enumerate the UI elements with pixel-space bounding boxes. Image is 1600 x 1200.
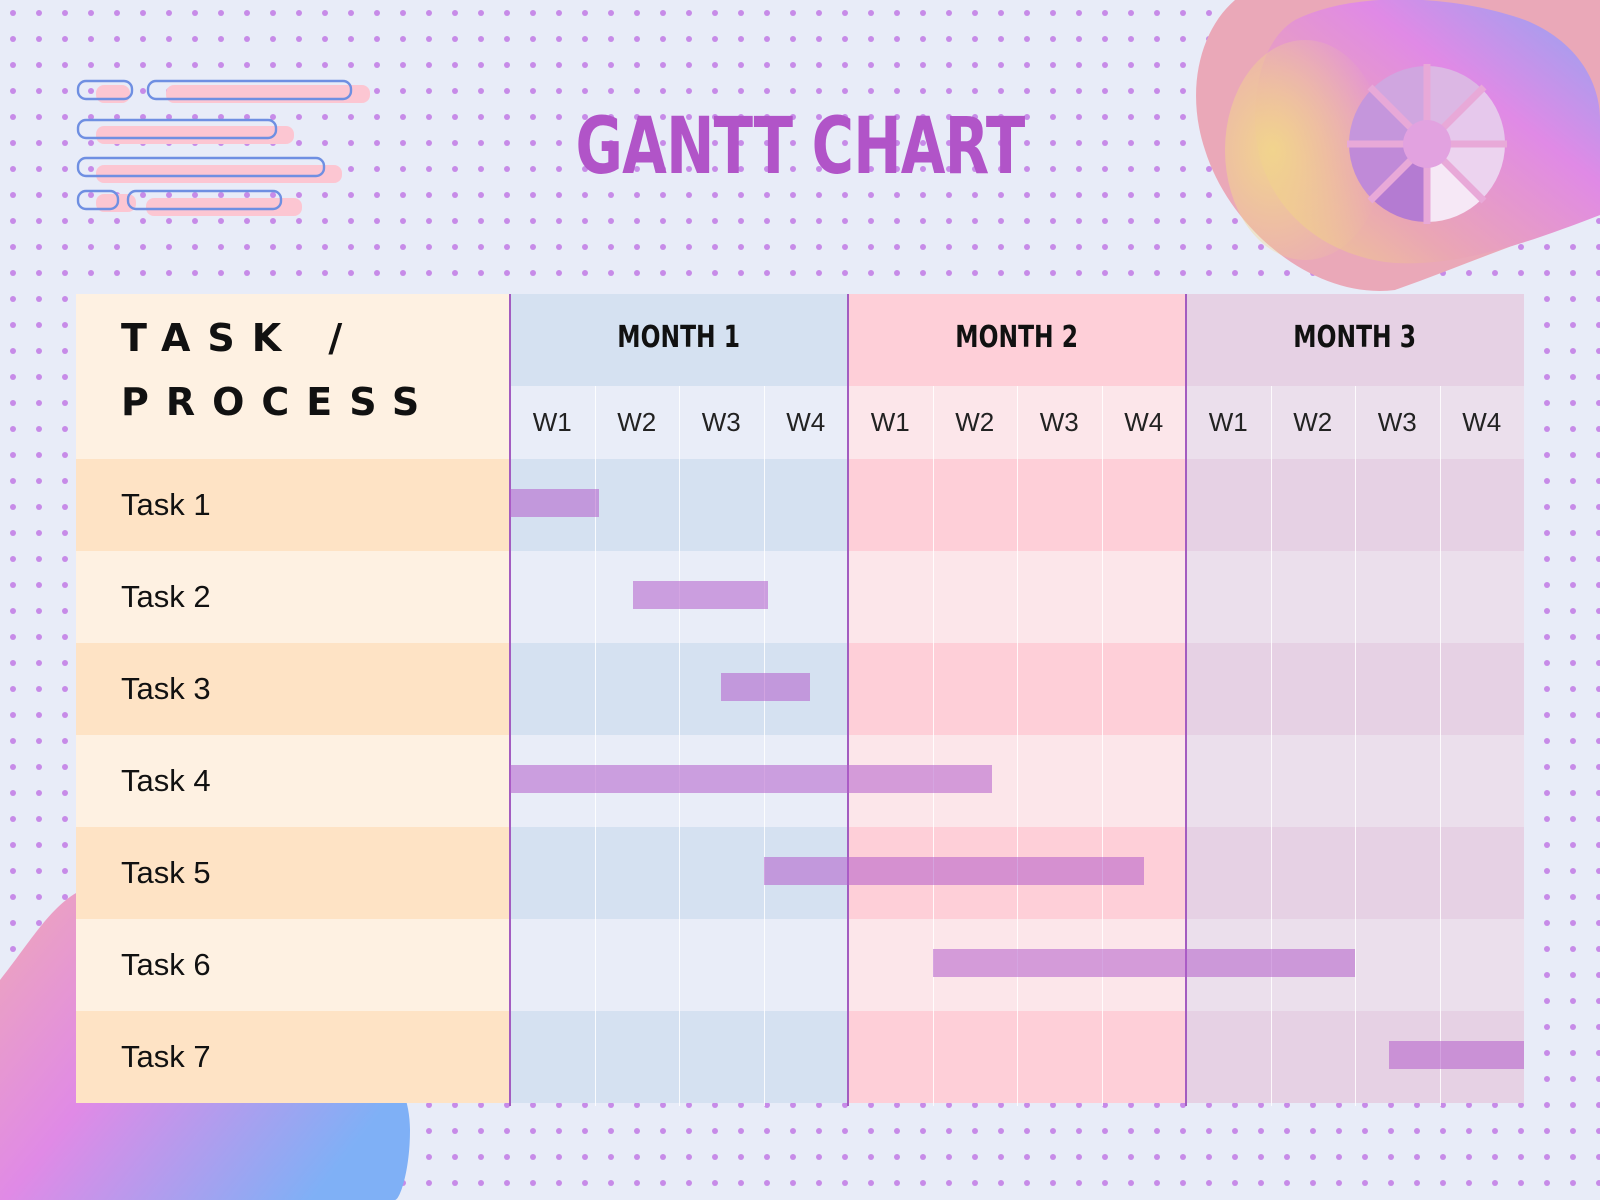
week-header: W3 [701, 407, 741, 437]
task-label: Task 7 [76, 1011, 510, 1103]
task-label: Task 1 [76, 459, 510, 551]
week-divider [1439, 386, 1441, 1106]
color-wheel-icon [1347, 64, 1507, 224]
task-bar [510, 489, 599, 517]
week-header: W4 [1462, 407, 1502, 437]
week-divider [594, 386, 596, 1106]
decorative-blob-top-right [1196, 0, 1600, 291]
task-header-line-2: PROCESS [121, 380, 437, 424]
week-header: W4 [1124, 407, 1164, 437]
month-header: MONTH 3 [1186, 294, 1524, 386]
task-label: Task 5 [76, 827, 510, 919]
month-header: MONTH 1 [510, 294, 848, 386]
week-header: W2 [1293, 407, 1333, 437]
task-bar [932, 949, 1355, 977]
task-label: Task 2 [76, 551, 510, 643]
task-bar [632, 581, 768, 609]
task-label: Task 4 [76, 735, 510, 827]
week-divider [1101, 386, 1103, 1106]
month-header-label: MONTH 3 [1293, 320, 1417, 355]
week-header: W1 [1208, 407, 1248, 437]
month-header-label: MONTH 1 [617, 320, 741, 355]
week-divider [1270, 386, 1272, 1106]
month-header: MONTH 2 [848, 294, 1186, 386]
month-divider [847, 294, 849, 1106]
task-bar [1388, 1041, 1524, 1069]
week-header: W3 [1377, 407, 1417, 437]
task-bar [721, 673, 810, 701]
task-bar [510, 765, 992, 793]
week-divider [1017, 386, 1018, 1106]
task-column-header: TASK / PROCESS [76, 294, 510, 459]
week-divider [763, 386, 765, 1106]
week-divider [932, 386, 934, 1106]
week-divider [1355, 386, 1356, 1106]
decorative-lines-graphic [76, 79, 370, 216]
week-header: W2 [955, 407, 995, 437]
month-divider [1185, 294, 1187, 1106]
task-bar [763, 857, 1144, 885]
month-header-label: MONTH 2 [955, 320, 1079, 355]
week-header: W3 [1039, 407, 1079, 437]
week-header: W1 [870, 407, 910, 437]
task-label: Task 6 [76, 919, 510, 1011]
chart-title: GANTT CHART [575, 102, 1026, 192]
week-header: W4 [786, 407, 826, 437]
week-divider [679, 386, 680, 1106]
week-header: W1 [532, 407, 572, 437]
week-header: W2 [617, 407, 657, 437]
task-header-line-1: TASK / [121, 316, 360, 360]
task-column-divider [509, 294, 511, 1106]
task-label: Task 3 [76, 643, 510, 735]
